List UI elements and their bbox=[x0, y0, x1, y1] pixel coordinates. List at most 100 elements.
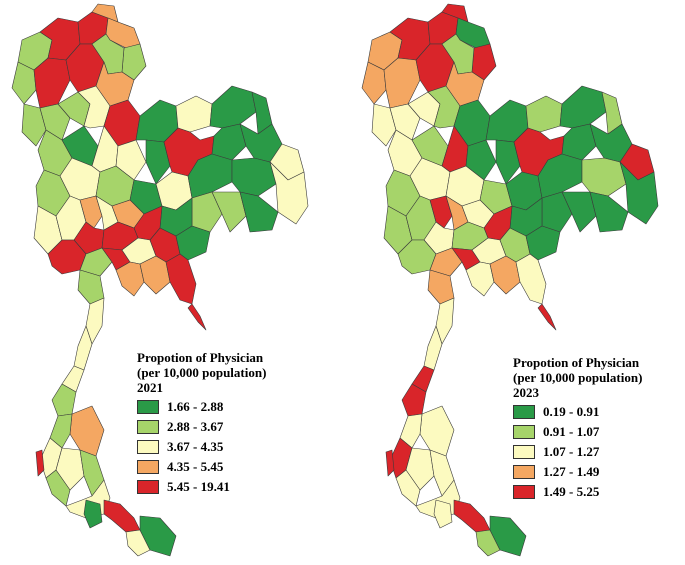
legend-2023: Propotion of Physician (per 10,000 popul… bbox=[513, 355, 642, 501]
legend-label: 1.07 - 1.27 bbox=[543, 443, 600, 459]
legend-swatch-class4 bbox=[137, 459, 159, 474]
thailand-province-map-2023 bbox=[361, 3, 659, 557]
legend-label: 0.19 - 0.91 bbox=[543, 403, 600, 419]
province bbox=[383, 57, 421, 109]
legend-item: 1.49 - 5.25 bbox=[513, 482, 642, 501]
province bbox=[79, 195, 103, 229]
legend-label: 0.91 - 1.07 bbox=[543, 423, 600, 439]
province bbox=[489, 255, 521, 295]
legend-label: 4.35 - 5.45 bbox=[167, 458, 224, 474]
legend-label: 2.88 - 3.67 bbox=[167, 418, 224, 434]
province bbox=[435, 297, 455, 345]
choropleth-map-2023: Propotion of Physician (per 10,000 popul… bbox=[350, 0, 680, 565]
legend-swatch-class4 bbox=[513, 464, 535, 479]
province bbox=[537, 303, 557, 331]
province bbox=[209, 85, 257, 129]
province bbox=[105, 17, 141, 49]
legend-swatch-class5 bbox=[513, 484, 535, 499]
legend-year: 2021 bbox=[137, 380, 163, 395]
province bbox=[139, 515, 177, 557]
province bbox=[429, 247, 463, 277]
province bbox=[211, 191, 247, 233]
province bbox=[361, 61, 387, 105]
province bbox=[211, 123, 247, 161]
legend-item: 3.67 - 4.35 bbox=[137, 437, 266, 456]
province bbox=[441, 3, 469, 23]
legend-swatch-class2 bbox=[513, 424, 535, 439]
legend-swatch-class5 bbox=[137, 479, 159, 494]
legend-item: 1.27 - 1.49 bbox=[513, 462, 642, 481]
legend-item: 0.91 - 1.07 bbox=[513, 422, 642, 441]
province bbox=[175, 95, 213, 133]
province bbox=[45, 469, 71, 507]
legend-title-line2: (per 10,000 population) bbox=[513, 370, 643, 385]
province bbox=[231, 157, 277, 197]
province bbox=[455, 17, 491, 49]
province bbox=[427, 85, 461, 129]
legend-swatch-class2 bbox=[137, 419, 159, 434]
province bbox=[91, 3, 119, 23]
legend-label: 3.67 - 4.35 bbox=[167, 438, 224, 454]
legend-swatch-class3 bbox=[513, 444, 535, 459]
legend-swatch-class1 bbox=[513, 404, 535, 419]
province bbox=[389, 103, 421, 141]
legend-item: 1.07 - 1.27 bbox=[513, 442, 642, 461]
province bbox=[69, 405, 105, 457]
legend-item: 5.45 - 19.41 bbox=[137, 477, 266, 496]
province bbox=[385, 449, 395, 477]
choropleth-map-2021: Propotion of Physician (per 10,000 popul… bbox=[0, 0, 330, 565]
province bbox=[433, 499, 453, 529]
province bbox=[115, 139, 147, 181]
province bbox=[139, 255, 171, 295]
province bbox=[525, 95, 563, 133]
province bbox=[83, 499, 103, 529]
province bbox=[559, 85, 607, 129]
province bbox=[589, 191, 629, 233]
province bbox=[11, 61, 37, 105]
province bbox=[103, 499, 141, 533]
province bbox=[269, 161, 309, 225]
legend-label: 1.49 - 5.25 bbox=[543, 483, 600, 499]
legend-label: 1.66 - 2.88 bbox=[167, 398, 224, 414]
province bbox=[561, 191, 597, 233]
province bbox=[187, 303, 207, 331]
province bbox=[145, 139, 171, 185]
province bbox=[419, 405, 455, 457]
province bbox=[489, 515, 527, 557]
legend-title-line1: Propotion of Physician bbox=[137, 350, 264, 365]
province bbox=[619, 161, 659, 225]
legend-2021: Propotion of Physician (per 10,000 popul… bbox=[137, 350, 266, 496]
province bbox=[165, 253, 197, 305]
province bbox=[399, 413, 423, 449]
province bbox=[35, 449, 45, 477]
legend-label: 5.45 - 19.41 bbox=[167, 478, 230, 494]
legend-item: 1.66 - 2.88 bbox=[137, 397, 266, 416]
province bbox=[515, 253, 547, 305]
province bbox=[475, 529, 501, 557]
legend-label: 1.27 - 1.49 bbox=[543, 463, 600, 479]
province bbox=[77, 85, 111, 129]
province bbox=[125, 529, 151, 557]
province bbox=[453, 499, 491, 533]
legend-item: 4.35 - 5.45 bbox=[137, 457, 266, 476]
province bbox=[371, 103, 397, 147]
legend-item: 2.88 - 3.67 bbox=[137, 417, 266, 436]
province bbox=[239, 191, 279, 233]
province bbox=[465, 139, 497, 181]
province bbox=[85, 297, 105, 345]
legend-swatch-class1 bbox=[137, 399, 159, 414]
province bbox=[49, 413, 73, 449]
thailand-province-map-2021 bbox=[11, 3, 309, 557]
province bbox=[395, 469, 421, 507]
legend-item: 0.19 - 0.91 bbox=[513, 402, 642, 421]
province bbox=[79, 247, 113, 277]
legend-year: 2023 bbox=[513, 385, 539, 400]
province bbox=[581, 157, 627, 197]
province bbox=[21, 103, 47, 147]
province bbox=[495, 139, 521, 185]
province bbox=[561, 123, 597, 161]
legend-title-line2: (per 10,000 population) bbox=[137, 365, 267, 380]
province bbox=[33, 57, 71, 109]
province bbox=[429, 195, 453, 229]
legend-title-line1: Propotion of Physician bbox=[513, 355, 640, 370]
